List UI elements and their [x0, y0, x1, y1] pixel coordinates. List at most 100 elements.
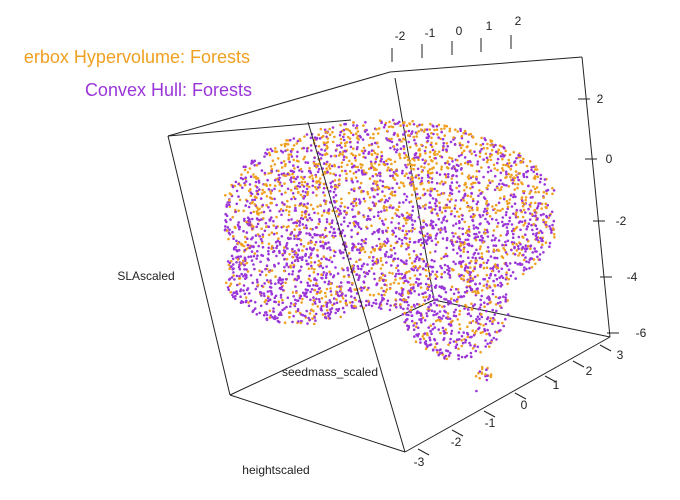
data-point [483, 228, 487, 231]
data-point [552, 189, 556, 192]
data-point [419, 128, 423, 131]
data-point [436, 318, 440, 322]
data-point [500, 267, 504, 271]
data-point [391, 272, 394, 275]
data-point [329, 301, 332, 304]
data-point [280, 313, 283, 317]
data-point [516, 186, 519, 190]
data-point [247, 205, 251, 209]
data-point [434, 284, 438, 287]
data-point [239, 261, 243, 265]
data-point [343, 142, 347, 145]
data-point [474, 256, 478, 260]
data-point [323, 199, 326, 202]
data-point [392, 246, 396, 250]
data-point [388, 120, 391, 124]
data-point [343, 234, 347, 238]
data-point [447, 300, 451, 303]
data-point [434, 142, 438, 145]
data-point [535, 250, 538, 253]
data-point [238, 274, 241, 278]
data-point [287, 213, 291, 217]
data-point [444, 290, 448, 294]
data-point [397, 205, 401, 208]
data-point [406, 163, 410, 166]
z-tick-label: -2 [615, 214, 627, 228]
data-point [310, 218, 314, 222]
data-point [453, 215, 457, 218]
data-point [452, 299, 456, 302]
data-point [411, 205, 415, 208]
data-point [433, 345, 437, 349]
data-point [384, 198, 388, 202]
data-point [244, 204, 247, 207]
data-point [403, 300, 407, 304]
data-point [313, 268, 316, 271]
data-point [399, 259, 403, 262]
data-point [463, 129, 467, 133]
data-point [491, 322, 494, 326]
data-point [400, 272, 404, 276]
data-point [333, 187, 337, 191]
data-point [478, 256, 482, 260]
data-point [389, 146, 392, 150]
data-point [287, 218, 291, 222]
data-point [340, 165, 343, 168]
data-point [437, 150, 441, 154]
data-point [417, 158, 420, 161]
data-point [456, 252, 459, 255]
data-point [327, 241, 330, 244]
data-point [527, 244, 530, 248]
data-point [296, 237, 299, 241]
data-point [343, 122, 346, 126]
data-point [357, 168, 361, 172]
data-point [514, 170, 518, 173]
data-point [308, 284, 312, 288]
data-point [442, 255, 446, 259]
data-point [349, 131, 353, 135]
data-point [447, 303, 450, 306]
data-point [551, 192, 554, 196]
data-point [408, 240, 412, 244]
data-point [326, 137, 330, 140]
data-point [536, 204, 540, 208]
data-point [384, 290, 388, 294]
data-point [421, 267, 425, 271]
data-point [314, 226, 318, 229]
data-point [233, 291, 237, 295]
data-point [270, 216, 273, 219]
data-point [490, 148, 494, 152]
data-point [237, 255, 240, 258]
data-point [421, 292, 424, 296]
data-point [277, 281, 280, 284]
data-point [247, 304, 251, 308]
data-point [514, 261, 517, 265]
data-point [499, 234, 503, 237]
data-point [480, 252, 484, 255]
data-point [244, 176, 247, 179]
data-point [249, 299, 252, 303]
data-point [484, 339, 487, 342]
data-point [272, 232, 276, 236]
data-point [477, 252, 480, 255]
data-point [458, 274, 462, 278]
data-point [236, 283, 239, 287]
data-point [465, 289, 469, 293]
data-point [319, 203, 322, 207]
data-point [286, 172, 289, 176]
data-point [311, 236, 314, 239]
top-tick-label: -2 [394, 29, 406, 43]
data-point [492, 145, 496, 149]
data-point [279, 278, 282, 281]
data-point [510, 173, 513, 177]
data-point [515, 174, 518, 177]
data-point [523, 219, 527, 223]
data-point [400, 238, 404, 242]
data-point [522, 236, 525, 239]
x-tick-label: -3 [413, 455, 425, 469]
data-point [468, 261, 471, 265]
top-tick-label: -1 [424, 26, 436, 40]
data-point [330, 293, 333, 297]
data-point [263, 294, 266, 298]
data-point [385, 129, 389, 133]
